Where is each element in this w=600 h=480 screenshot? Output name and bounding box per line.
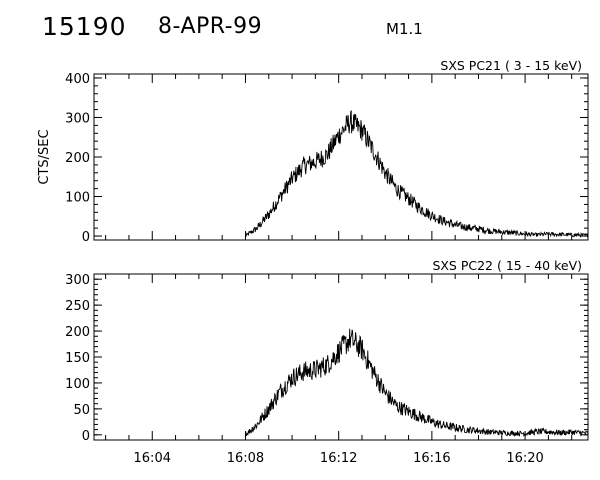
x-tick-label: 16:20 (506, 451, 543, 466)
series-line-1-1 (245, 110, 588, 239)
event-id: 15190 (42, 12, 127, 41)
series-line-2-1 (245, 328, 589, 437)
flare-class: M1.1 (386, 20, 423, 38)
x-tick-label: 16:04 (134, 451, 171, 466)
plot-frame-2 (93, 273, 589, 441)
x-tick-label: 16:08 (227, 451, 264, 466)
y-tick-label: 150 (65, 351, 90, 366)
y-tick-label: 250 (65, 299, 90, 314)
y-tick-label: 400 (65, 72, 90, 87)
y-tick-label: 100 (65, 191, 90, 206)
y-tick-label: 100 (65, 377, 90, 392)
y-tick-label: 300 (65, 273, 90, 288)
x-tick-label: 16:16 (413, 451, 450, 466)
y-axis-label: CTS/SEC (37, 129, 52, 184)
panel-title-1: SXS PC21 ( 3 - 15 keV) (440, 58, 582, 73)
y-tick-label: 0 (82, 429, 90, 444)
plot-frame-1 (93, 73, 589, 241)
y-tick-label: 300 (65, 111, 90, 126)
y-tick-label: 50 (73, 403, 90, 418)
y-tick-label: 0 (82, 230, 90, 245)
panel-title-2: SXS PC22 ( 15 - 40 keV) (432, 258, 582, 273)
event-date: 8-APR-99 (158, 14, 263, 39)
y-tick-label: 200 (65, 151, 90, 166)
y-tick-label: 200 (65, 325, 90, 340)
x-tick-label: 16:12 (320, 451, 357, 466)
